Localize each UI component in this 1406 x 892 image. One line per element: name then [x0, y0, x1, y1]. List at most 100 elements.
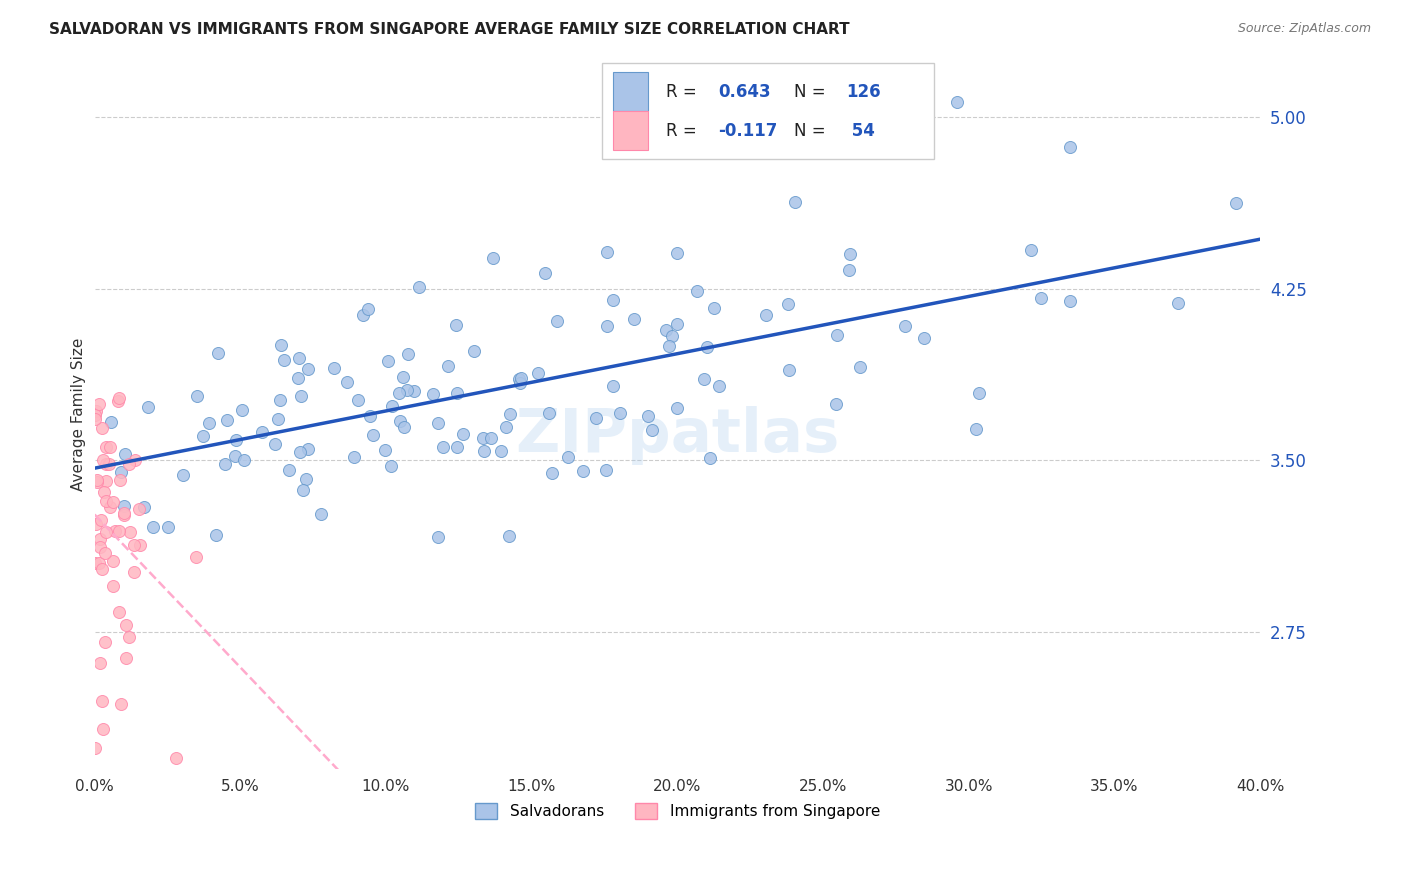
Point	[491, 443, 513, 458]
Point	[444, 318, 467, 332]
Text: N =: N =	[794, 121, 831, 139]
Point	[969, 386, 991, 401]
Point	[1167, 296, 1189, 310]
Point	[278, 463, 301, 477]
Point	[381, 399, 404, 413]
Point	[287, 370, 309, 384]
Point	[422, 386, 444, 401]
Point	[157, 520, 180, 534]
Point	[288, 351, 311, 365]
Point	[309, 507, 332, 521]
Point	[912, 331, 935, 345]
Point	[571, 464, 593, 478]
Point	[124, 453, 146, 467]
Point	[965, 422, 987, 436]
Point	[89, 540, 111, 554]
Text: ZIPpatlas: ZIPpatlas	[515, 406, 839, 466]
Point	[707, 378, 730, 392]
Point	[100, 500, 122, 514]
Point	[269, 393, 291, 408]
Point	[352, 308, 374, 322]
Point	[609, 406, 631, 420]
Point	[91, 420, 114, 434]
Point	[136, 401, 159, 415]
Point	[508, 372, 530, 386]
Point	[408, 280, 430, 294]
Point	[207, 345, 229, 359]
Point	[336, 375, 359, 389]
Point	[637, 409, 659, 424]
Point	[686, 284, 709, 298]
Point	[94, 457, 117, 471]
Point	[479, 432, 502, 446]
Point	[129, 538, 152, 552]
Point	[665, 246, 688, 260]
Point	[84, 740, 107, 755]
Point	[655, 323, 678, 337]
Point	[86, 475, 108, 489]
Point	[101, 554, 124, 568]
Point	[107, 391, 129, 405]
Point	[446, 441, 468, 455]
Point	[825, 397, 848, 411]
Point	[374, 442, 396, 457]
Point	[118, 525, 141, 540]
Point	[290, 389, 312, 403]
Point	[602, 293, 624, 307]
Point	[115, 651, 138, 665]
Point	[432, 440, 454, 454]
Point	[1059, 294, 1081, 309]
Point	[703, 301, 725, 315]
Point	[838, 263, 860, 277]
Point	[142, 520, 165, 534]
Point	[1031, 291, 1053, 305]
Point	[396, 346, 419, 360]
Point	[359, 409, 381, 424]
Point	[322, 361, 344, 376]
Point	[595, 462, 617, 476]
Text: SALVADORAN VS IMMIGRANTS FROM SINGAPORE AVERAGE FAMILY SIZE CORRELATION CHART: SALVADORAN VS IMMIGRANTS FROM SINGAPORE …	[49, 22, 849, 37]
Text: 0.643: 0.643	[718, 83, 770, 101]
Point	[391, 370, 413, 384]
Point	[87, 397, 110, 411]
Point	[89, 556, 111, 570]
Point	[527, 366, 550, 380]
Point	[389, 414, 412, 428]
FancyBboxPatch shape	[602, 63, 934, 159]
Point	[451, 426, 474, 441]
Legend: Salvadorans, Immigrants from Singapore: Salvadorans, Immigrants from Singapore	[468, 797, 886, 825]
Point	[402, 384, 425, 399]
Text: 126: 126	[846, 83, 882, 101]
Point	[128, 501, 150, 516]
Point	[122, 538, 145, 552]
Point	[94, 635, 117, 649]
Text: N =: N =	[794, 83, 831, 101]
Point	[641, 423, 664, 437]
Point	[214, 457, 236, 471]
Point	[91, 561, 114, 575]
Point	[134, 500, 156, 514]
Point	[546, 313, 568, 327]
Text: -0.117: -0.117	[718, 121, 778, 139]
Text: Source: ZipAtlas.com: Source: ZipAtlas.com	[1237, 22, 1371, 36]
Point	[785, 194, 807, 209]
Point	[446, 386, 468, 401]
Point	[1225, 196, 1247, 211]
Point	[347, 393, 370, 408]
Point	[94, 440, 117, 454]
Point	[231, 402, 253, 417]
Point	[778, 363, 800, 377]
Point	[114, 617, 136, 632]
Point	[538, 406, 561, 420]
Point	[110, 465, 132, 479]
Point	[426, 530, 449, 544]
Y-axis label: Average Family Size: Average Family Size	[72, 338, 86, 491]
Point	[104, 524, 127, 538]
Point	[665, 317, 688, 331]
Point	[91, 453, 114, 467]
Point	[661, 329, 683, 343]
Point	[267, 412, 290, 426]
Point	[101, 495, 124, 509]
Point	[894, 319, 917, 334]
Point	[357, 301, 380, 316]
